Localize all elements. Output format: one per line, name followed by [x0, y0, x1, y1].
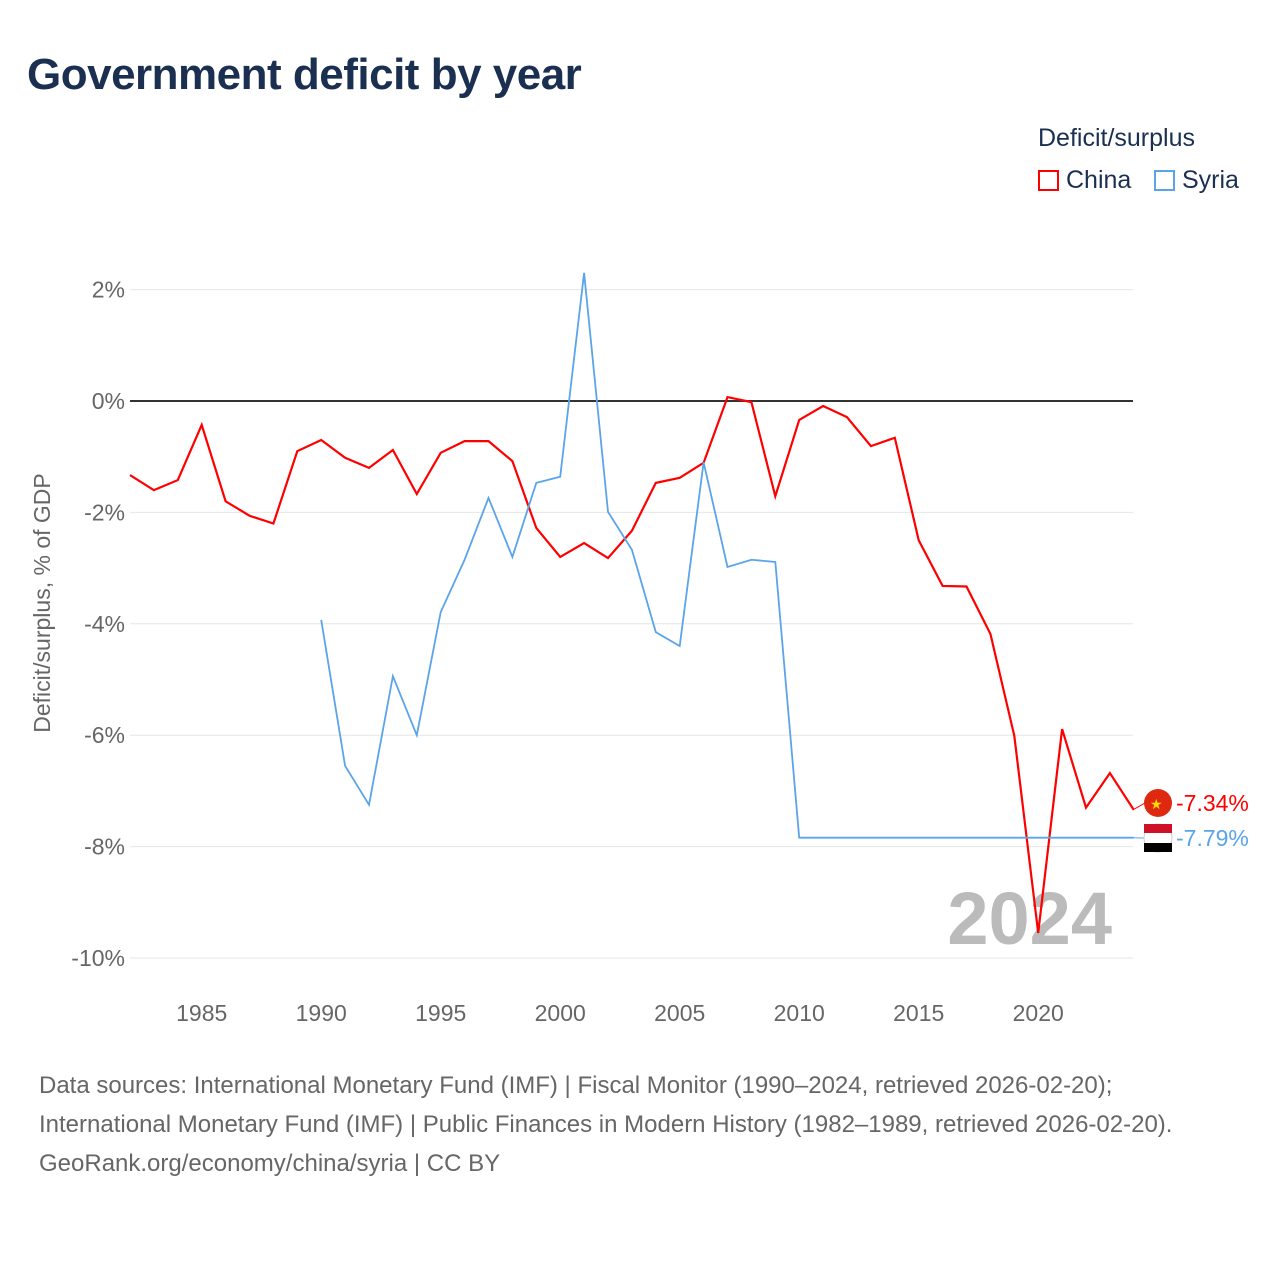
series-line-syria: [320, 272, 1134, 839]
y-axis-label: Deficit/surplus, % of GDP: [29, 473, 55, 732]
page-title: Government deficit by year: [27, 50, 582, 99]
y-tick-label: -4%: [84, 611, 125, 637]
x-tick-label: 2005: [654, 1000, 705, 1026]
legend-swatch-china: [1038, 170, 1059, 191]
x-tick-label: 1995: [415, 1000, 466, 1026]
y-tick-label: -10%: [71, 945, 125, 971]
end-value-label-china: -7.34%: [1176, 790, 1249, 816]
source-link[interactable]: GeoRank.org/economy/china/syria | CC BY: [39, 1150, 501, 1177]
legend-label-china: China: [1066, 166, 1132, 194]
legend-title: Deficit/surplus: [1038, 124, 1195, 152]
source-note: Data sources: International Monetary Fun…: [39, 1066, 1239, 1183]
end-value-label-syria: -7.79%: [1176, 825, 1249, 851]
x-tick-label: 1985: [176, 1000, 227, 1026]
flag-stripe: [1144, 843, 1172, 852]
x-tick-label: 2015: [893, 1000, 944, 1026]
legend-swatch-syria: [1154, 170, 1175, 191]
end-connector: [1132, 802, 1146, 811]
source-text: Data sources: International Monetary Fun…: [39, 1072, 1173, 1138]
flag-icon-china: [1144, 789, 1172, 817]
y-tick-label: -8%: [84, 834, 125, 860]
flag-stripe: [1144, 824, 1172, 833]
legend-label-syria: Syria: [1182, 166, 1239, 194]
year-watermark: 2024: [947, 877, 1112, 960]
legend-item-china[interactable]: China: [1038, 166, 1131, 195]
flag-star: ★: [1150, 796, 1163, 812]
x-tick-label: 2020: [1013, 1000, 1064, 1026]
y-tick-label: 2%: [92, 277, 125, 303]
legend-item-syria[interactable]: Syria: [1154, 166, 1239, 195]
x-tick-label: 2000: [535, 1000, 586, 1026]
y-tick-label: -2%: [84, 499, 125, 525]
series-line-china: [129, 395, 1135, 934]
y-tick-label: 0%: [92, 388, 125, 414]
x-tick-label: 2010: [774, 1000, 825, 1026]
y-tick-label: -6%: [84, 722, 125, 748]
x-tick-label: 1990: [296, 1000, 347, 1026]
